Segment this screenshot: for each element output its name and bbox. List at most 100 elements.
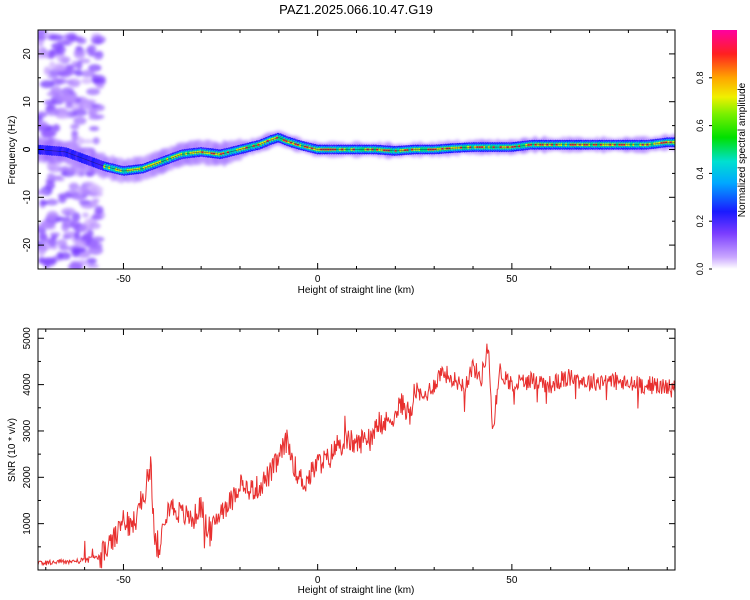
heatmap-noise-cell <box>40 219 56 229</box>
heatmap-noise-cell <box>43 238 55 245</box>
colorbar-tick-label: 0.8 <box>695 72 705 85</box>
colorbar-tick-label: 0.0 <box>695 263 705 276</box>
snr-y-tick-label: 2000 <box>22 466 33 489</box>
heatmap-noise-cell <box>50 86 62 96</box>
heatmap-noise-cell <box>82 234 89 243</box>
heatmap-noise-cell <box>79 139 95 144</box>
heatmap-noise-cell <box>38 257 55 266</box>
colorbar-tick-label: 0.4 <box>695 167 705 180</box>
heatmap-noise-cell <box>81 70 95 78</box>
heatmap-noise-cell <box>38 120 49 130</box>
heatmap-noise-cell <box>45 107 59 116</box>
heatmap-noise-cell <box>94 205 104 215</box>
heatmap-noise-cell <box>73 36 84 42</box>
heatmap-noise-cell <box>71 131 79 142</box>
heatmap-noise-cell <box>82 212 89 218</box>
snr-x-axis: -50 0 50 <box>45 329 668 586</box>
heatmap-noise-cell <box>48 50 55 60</box>
heatmap-noise-cell <box>83 181 95 187</box>
heatmap-noise-cell <box>40 80 55 89</box>
heatmap-noise-cell <box>63 95 77 103</box>
snr-panel: -50 0 50 1000 2000 3000 4000 5000 Height of st… <box>7 327 676 596</box>
heatmap-noise-cell <box>57 56 71 63</box>
heatmap-noise-cell <box>38 47 45 53</box>
snr-y-tick-label: 5000 <box>22 327 33 350</box>
heatmap-noise-cell <box>38 232 48 241</box>
heatmap-noise-cell <box>96 84 104 89</box>
heatmap-noise-cell <box>40 128 54 139</box>
heatmap-noise-cell <box>85 172 94 177</box>
heatmap-noise-cell <box>81 103 93 109</box>
heatmap-noise-cell <box>88 185 104 194</box>
heatmap-y-tick-label: -10 <box>22 190 33 205</box>
heatmap-noise-cell <box>69 221 81 229</box>
heatmap-noise-cell <box>70 123 80 130</box>
heatmap-noise-cell <box>49 232 61 237</box>
snr-x-tick-label: 0 <box>315 575 321 586</box>
heatmap-noise-cell <box>93 55 103 60</box>
heatmap-noise-cell <box>89 222 101 230</box>
heatmap-ridge <box>38 132 675 176</box>
heatmap-noise-cell <box>80 223 88 233</box>
heatmap-noise-cell <box>61 222 69 232</box>
snr-y-tick-label: 1000 <box>22 512 33 535</box>
heatmap-noise-cell <box>65 103 73 109</box>
heatmap-noise-cell <box>53 63 66 72</box>
heatmap-noise-cell <box>38 224 44 230</box>
colorbar-label: Normalized spectral amplitude <box>737 82 748 217</box>
snr-y-label: SNR (10 * v/v) <box>7 418 18 482</box>
heatmap-noise-cell <box>63 68 78 75</box>
heatmap-noise-cell <box>74 231 81 241</box>
heatmap-noise-cell <box>71 248 81 258</box>
heatmap-y-label: Frequency (Hz) <box>7 116 18 185</box>
heatmap-noise-cell <box>73 49 86 60</box>
chart-title: PAZ1.2025.066.10.47.G19 <box>279 2 433 17</box>
snr-plot-area <box>38 329 675 570</box>
colorbar: 0.0 0.2 0.4 0.6 0.8 Normalized spectral ampl… <box>695 30 748 275</box>
heatmap-noise-cell <box>89 67 98 73</box>
colorbar-ticks: 0.0 0.2 0.4 0.6 0.8 <box>695 72 712 276</box>
heatmap-noise-cell <box>91 214 103 220</box>
heatmap-noise-cell <box>79 58 91 64</box>
heatmap-noise-cell <box>86 263 99 269</box>
heatmap-noise-cell <box>81 78 93 84</box>
heatmap-noise-cell <box>74 240 87 248</box>
heatmap-y-tick-label: 10 <box>22 96 33 108</box>
heatmap-noise-cell <box>91 39 104 45</box>
heatmap-noise-cell <box>91 198 100 203</box>
heatmap-noise-cell <box>73 116 87 125</box>
heatmap-noise-cell <box>39 200 49 205</box>
heatmap-noise-cell <box>72 109 88 117</box>
heatmap-noise-cell <box>92 137 100 145</box>
heatmap-x-tick-label: -50 <box>116 274 131 285</box>
heatmap-noise-cell <box>47 173 55 181</box>
snr-x-tick-label: -50 <box>116 575 131 586</box>
heatmap-noise-cell <box>55 78 68 85</box>
heatmap-noise-cell <box>86 257 97 265</box>
heatmap-noise-cell <box>49 60 56 71</box>
colorbar-tick-label: 0.2 <box>695 215 705 228</box>
heatmap-noise-cell <box>38 115 43 122</box>
heatmap-noise-cell <box>45 178 56 183</box>
snr-y-tick-label: 3000 <box>22 419 33 442</box>
heatmap-noise-cell <box>38 189 47 196</box>
colorbar-gradient <box>712 30 737 269</box>
snr-y-axis: 1000 2000 3000 4000 5000 <box>22 327 675 548</box>
heatmap-noise-cell <box>73 263 82 269</box>
heatmap-noise-cell <box>56 40 71 46</box>
heatmap-noise-cell <box>55 113 70 120</box>
heatmap-noise-cell <box>64 216 71 221</box>
snr-x-tick-label: 50 <box>506 575 518 586</box>
heatmap-noise-cell <box>58 195 67 204</box>
heatmap-noise-cell <box>52 124 61 132</box>
heatmap-noise-cell <box>88 245 103 255</box>
heatmap-noise-cell <box>88 107 98 118</box>
heatmap-x-tick-label: 50 <box>506 274 518 285</box>
heatmap-layer <box>38 30 675 269</box>
heatmap-y-tick-label: 0 <box>22 146 33 152</box>
heatmap-noise-cell <box>89 126 100 132</box>
colorbar-tick-label: 0.6 <box>695 119 705 132</box>
heatmap-y-tick-label: 0 <box>22 146 33 152</box>
